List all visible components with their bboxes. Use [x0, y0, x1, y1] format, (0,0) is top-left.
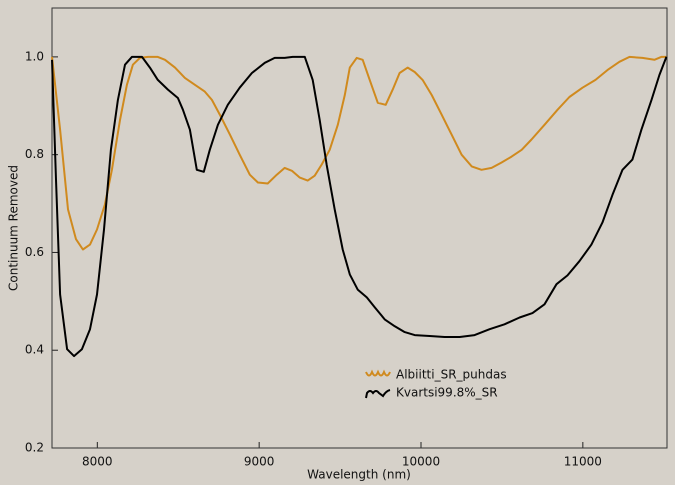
legend-label: Albiitti_SR_puhdas [396, 368, 507, 382]
x-axis-label: Wavelength (nm) [307, 468, 411, 482]
legend-swatch [365, 369, 391, 377]
line-series [51, 55, 668, 358]
y-tick-label: 0.6 [25, 245, 44, 259]
y-tick-label: 0.8 [25, 147, 44, 161]
plot-frame [51, 7, 668, 449]
legend-swatch [365, 389, 391, 399]
y-tick-label: 0.4 [25, 343, 44, 357]
x-tick-label: 10000 [402, 455, 440, 469]
y-axis-label: Continuum Removed [7, 165, 21, 291]
line-series [51, 55, 667, 251]
x-tick-label: 11000 [564, 455, 602, 469]
legend-label: Kvartsi99.8%_SR [396, 386, 498, 400]
x-tick-label: 8000 [82, 455, 113, 469]
x-tick-label: 9000 [244, 455, 275, 469]
y-tick-label: 1.0 [25, 49, 44, 63]
y-tick-label: 0.2 [25, 441, 44, 455]
